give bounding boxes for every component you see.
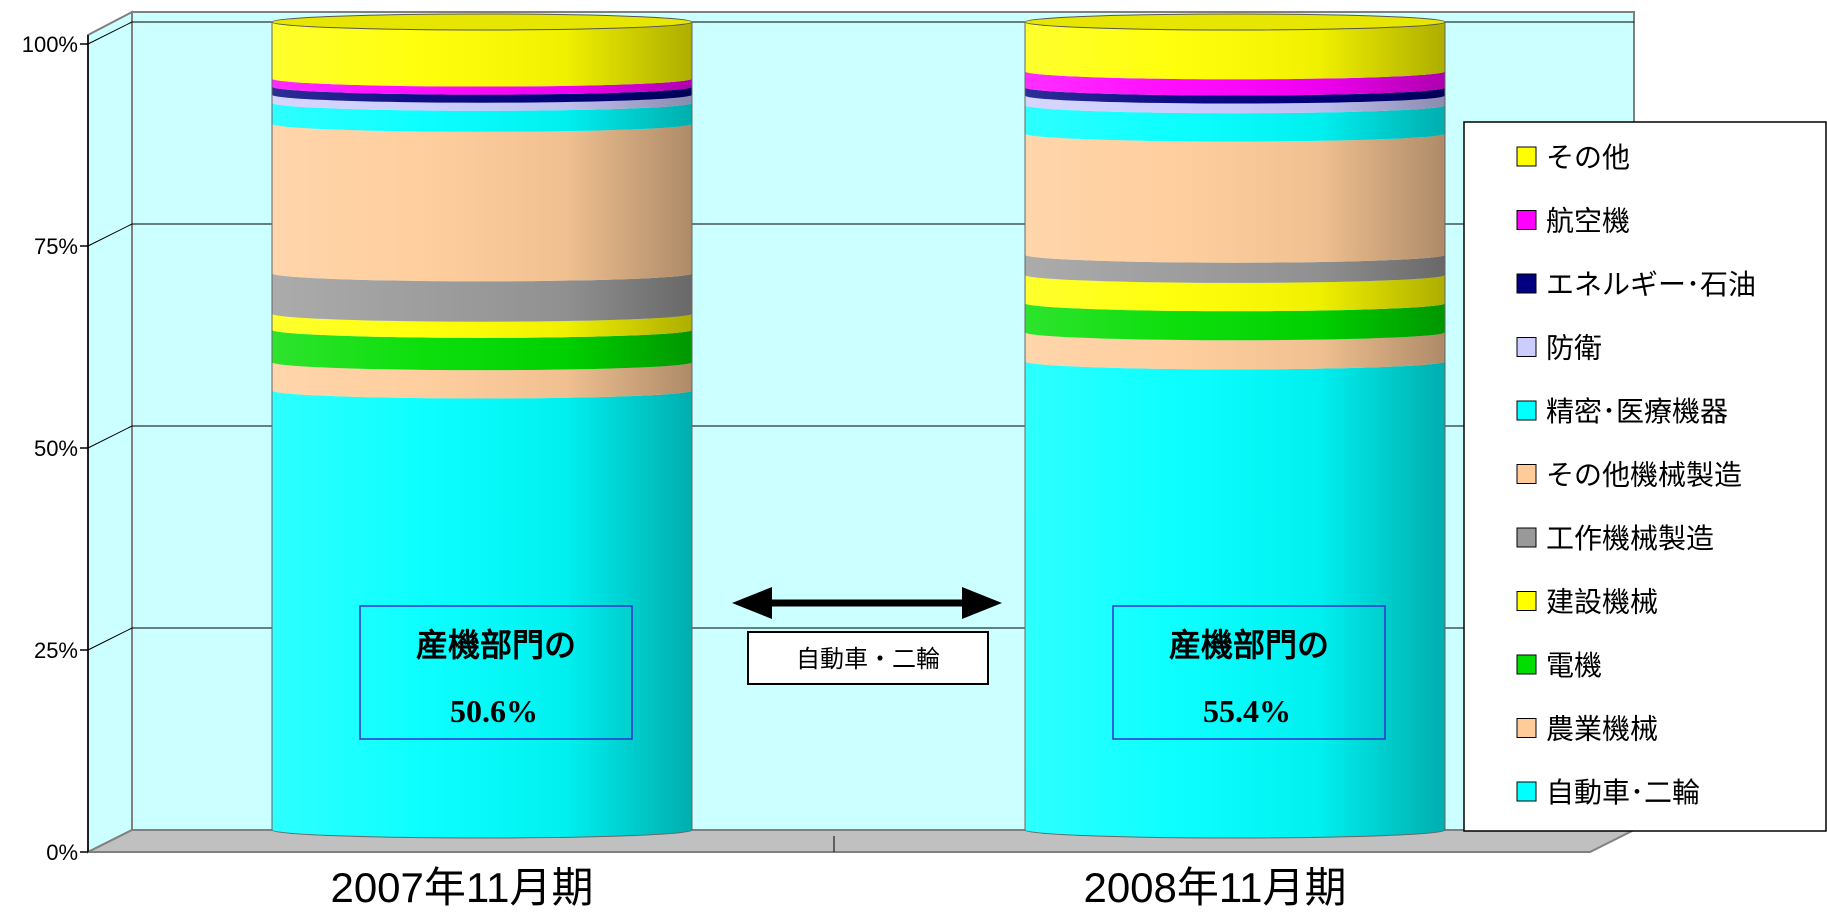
legend-item: その他: [1516, 142, 1630, 173]
legend-label: 自動車･二輪: [1546, 777, 1700, 808]
legend-swatch: [1516, 400, 1537, 421]
x-category-label: 2007年11月期: [330, 864, 593, 911]
legend-item: 工作機械製造: [1516, 523, 1714, 554]
legend-item: 農業機械: [1516, 714, 1658, 745]
plot-area: [271, 13, 1446, 839]
bar-segment-shade: [272, 123, 692, 282]
legend-label: 建設機械: [1546, 587, 1658, 618]
bar-segment-shade: [1025, 133, 1445, 263]
arrow-head-right-icon: [962, 587, 1002, 619]
legend-swatch: [1516, 781, 1537, 802]
legend-label: 工作機械製造: [1546, 523, 1714, 554]
bar-segment-shade: [272, 329, 692, 371]
bar-segment-shade: [1025, 332, 1445, 370]
bar-outline: [271, 22, 693, 839]
legend-swatch: [1516, 654, 1537, 675]
y-tick-label: 75%: [34, 234, 78, 259]
annotation-title: 産機部門の: [416, 627, 576, 663]
legend-item: エネルギー･石油: [1516, 269, 1756, 300]
annotation-title: 産機部門の: [1169, 627, 1329, 663]
legend-label: 防衛: [1546, 333, 1602, 364]
annotation-box: 産機部門の 55.4%: [1112, 605, 1386, 740]
legend-swatch: [1516, 337, 1537, 357]
bar-segment-shade: [272, 313, 692, 338]
legend-item: 建設機械: [1516, 587, 1658, 618]
annotation-value: 50.6%: [450, 693, 538, 729]
legend-swatch: [1516, 527, 1537, 548]
bar-segment-shade: [272, 86, 692, 103]
legend-item: 精密･医療機器: [1516, 396, 1728, 427]
legend: その他航空機エネルギー･石油防衛精密･医療機器その他機械製造工作機械製造建設機械…: [1463, 121, 1827, 832]
legend-item: 自動車･二輪: [1516, 777, 1700, 808]
y-axis: 0% 25% 50% 75% 100%: [22, 32, 835, 865]
legend-swatch: [1516, 718, 1537, 738]
legend-item: その他機械製造: [1516, 460, 1742, 491]
legend-label: その他機械製造: [1546, 460, 1742, 491]
legend-swatch: [1516, 464, 1537, 484]
bar-segment-shade: [1025, 105, 1445, 142]
bar-segment-shade: [1025, 22, 1445, 80]
legend-swatch: [1516, 591, 1537, 611]
bar-segment-shade: [1025, 71, 1445, 96]
legend-item: 航空機: [1516, 206, 1630, 237]
y-tick-label: 0%: [46, 840, 78, 865]
bar-segment-shade: [1025, 95, 1445, 114]
bar-segment-shade: [272, 390, 692, 838]
gridline-side: [87, 21, 133, 45]
bar-top-cap: [271, 13, 693, 31]
legend-label: 電機: [1546, 650, 1602, 681]
legend-label: エネルギー･石油: [1546, 269, 1756, 300]
arrow-label-box: 自動車・二輪: [747, 631, 989, 685]
bar-segment-shade: [272, 362, 692, 399]
annotation-value: 55.4%: [1203, 693, 1291, 729]
legend-label: 精密･医療機器: [1546, 396, 1728, 427]
bar-segment-shade: [272, 22, 692, 87]
left-wall: [87, 10, 133, 854]
x-category-label: 2008年11月期: [1083, 864, 1346, 911]
bar-stack-1: [271, 13, 693, 839]
y-tick-label: 50%: [34, 436, 78, 461]
bar-segment-shade: [272, 102, 692, 132]
gridline-side: [87, 627, 133, 651]
bar-segment-shade: [1025, 274, 1445, 312]
legend-swatch: [1516, 146, 1537, 167]
arrow-head-left-icon: [732, 587, 772, 619]
annotations: 産機部門の 50.6% 産機部門の 55.4%: [359, 605, 1386, 740]
annotation-box: 産機部門の 50.6%: [359, 605, 633, 740]
legend-label: その他: [1546, 142, 1630, 173]
bar-segment-shade: [272, 273, 692, 322]
bar-segment-shade: [272, 78, 692, 95]
legend-swatch: [1516, 273, 1537, 294]
bar-outline: [1024, 22, 1446, 839]
gridline-side: [87, 425, 133, 449]
double-arrow: [732, 587, 1002, 619]
bar-top-cap: [1024, 13, 1446, 31]
arrow-label: 自動車・二輪: [796, 646, 940, 673]
bar-segment-shade: [1025, 254, 1445, 283]
y-tick-label: 25%: [34, 638, 78, 663]
y-tick-label: 100%: [22, 32, 78, 57]
legend-item: 防衛: [1516, 333, 1602, 364]
bar-stack-2: [1024, 13, 1446, 839]
bar-segment-shade: [1025, 361, 1445, 838]
gridline-side: [87, 223, 133, 247]
legend-item: 電機: [1516, 650, 1602, 681]
bar-segment-shade: [1025, 87, 1445, 104]
bar-segment-shade: [272, 94, 692, 111]
x-axis-labels: 2007年11月期 2008年11月期: [330, 864, 1346, 911]
bar-segment-shade: [1025, 303, 1445, 341]
legend-swatch: [1516, 210, 1537, 230]
legend-label: 航空機: [1546, 206, 1630, 237]
legend-label: 農業機械: [1546, 714, 1658, 745]
